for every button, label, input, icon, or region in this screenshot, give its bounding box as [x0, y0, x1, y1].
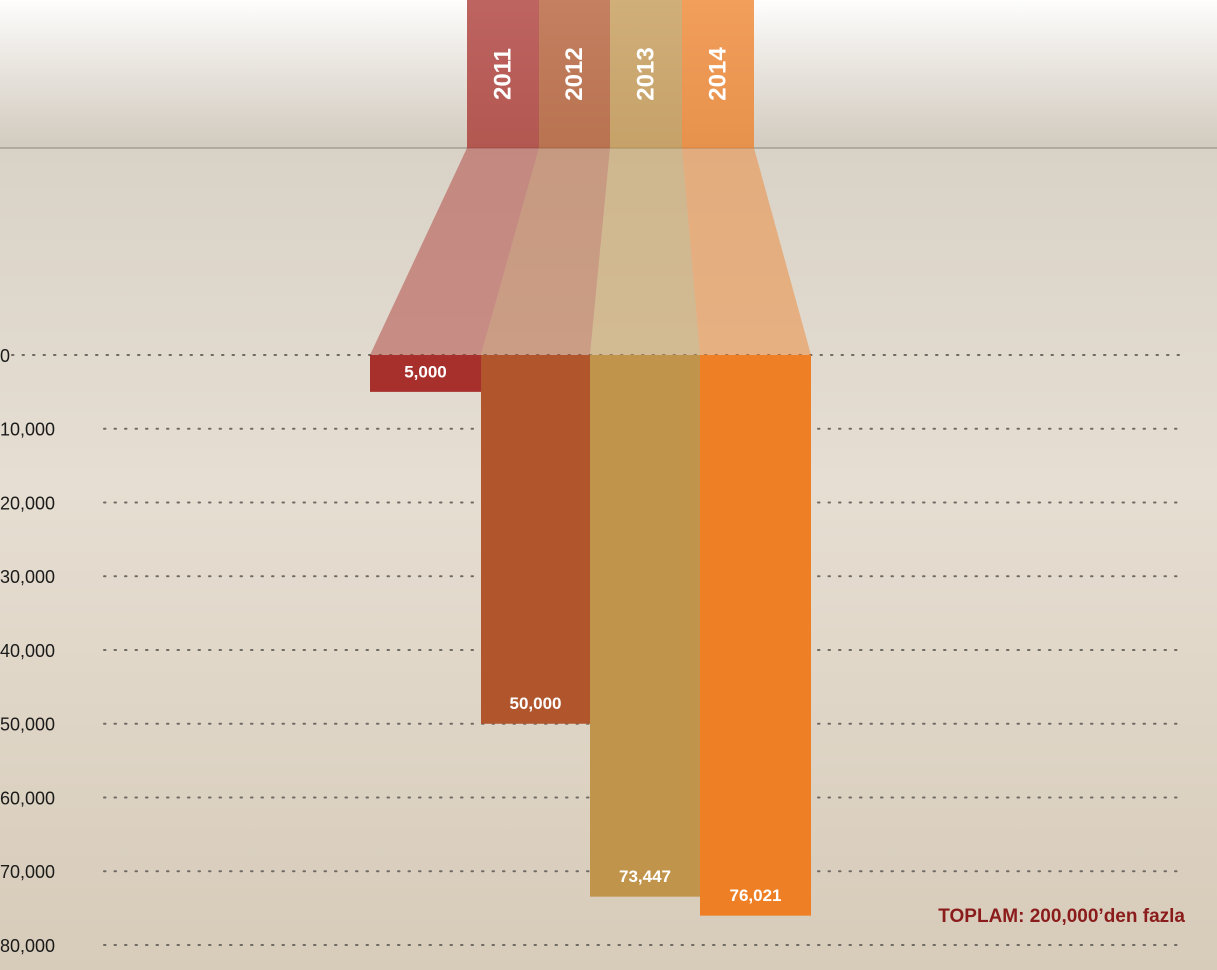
value-label: 50,000	[510, 694, 562, 713]
y-tick-label: 50,000	[0, 715, 55, 735]
bar	[590, 355, 700, 897]
x-tick-label: 2011	[489, 48, 516, 100]
x-tick-label: 2014	[704, 47, 731, 101]
chart: 0 10,000 20,000 30,000 40,000 50,000 60,000 70,…	[0, 0, 1217, 970]
bar	[700, 355, 811, 916]
y-tick-label: 30,000	[0, 567, 55, 587]
y-tick-label: 0	[0, 346, 10, 366]
x-tick-label: 2013	[632, 47, 659, 100]
y-tick-label: 40,000	[0, 641, 55, 661]
y-tick-label: 70,000	[0, 862, 55, 882]
y-tick-label: 20,000	[0, 493, 55, 513]
y-tick-label: 60,000	[0, 788, 55, 808]
value-label: 73,447	[619, 867, 671, 886]
x-tick-label: 2012	[561, 47, 588, 100]
value-label: 5,000	[404, 362, 447, 381]
y-tick-label: 80,000	[0, 936, 55, 956]
y-tick-label: 10,000	[0, 420, 55, 440]
value-label: 76,021	[730, 886, 782, 905]
bar	[481, 355, 590, 724]
annotation: TOPLAM: 200,000’den fazla	[938, 906, 1185, 927]
